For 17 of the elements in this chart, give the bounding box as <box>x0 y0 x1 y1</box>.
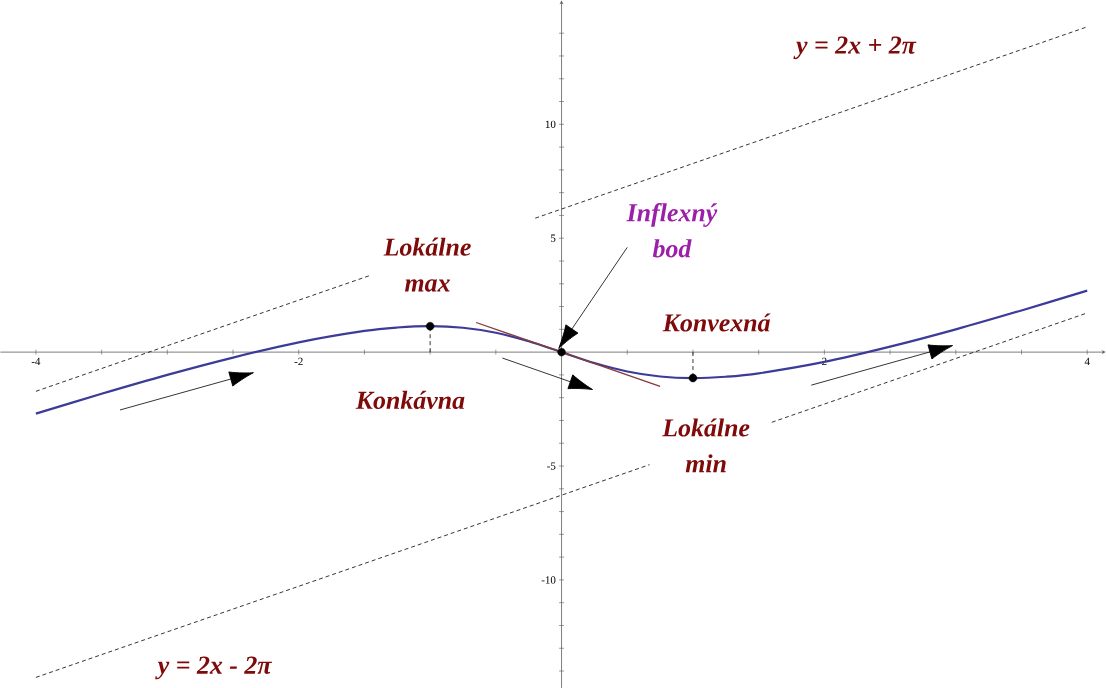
annotation: Konvexná <box>662 313 771 332</box>
point <box>557 347 566 357</box>
annotation: Konkávna <box>355 390 465 409</box>
y-tick-label: -10 <box>541 576 556 584</box>
point <box>688 373 698 383</box>
annotation: Inflexný bod <box>626 202 718 258</box>
y-tick-label: 5 <box>551 234 556 242</box>
annotation: Lokálne min <box>662 418 750 473</box>
y-tick-label: 10 <box>545 120 556 128</box>
point <box>425 321 435 331</box>
series-label: y = 2x - 2π <box>155 656 273 680</box>
series-label: y = 2x + 2π <box>793 36 917 59</box>
x-tick-label: -4 <box>31 357 41 365</box>
annotation: Lokálne max <box>383 237 471 292</box>
x-tick-label: -2 <box>294 357 303 365</box>
x-tick-label: 4 <box>1084 357 1090 365</box>
y-tick-label: -5 <box>547 462 556 470</box>
